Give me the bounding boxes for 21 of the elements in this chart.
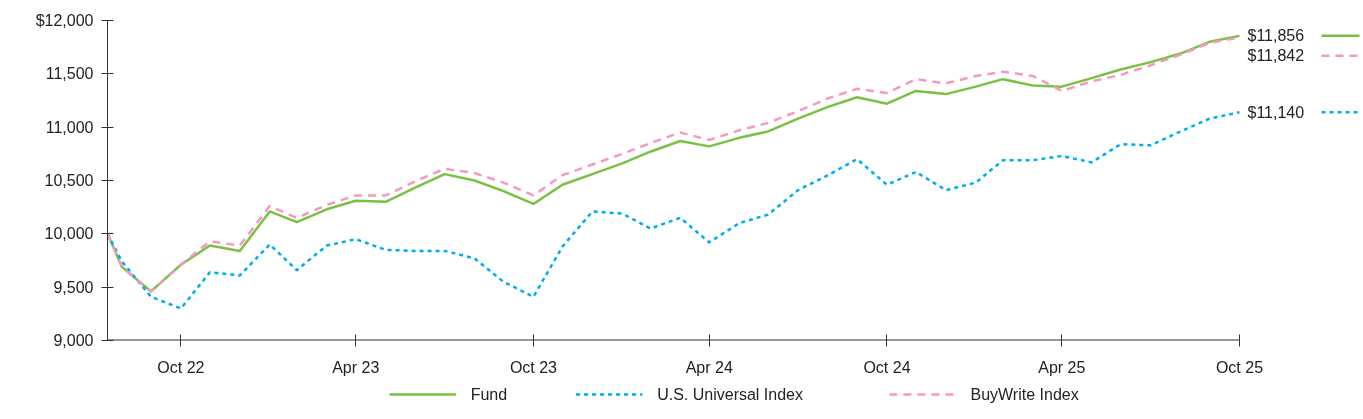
x-tick-label: Oct 24: [863, 358, 911, 376]
x-tick-label: Apr 23: [332, 358, 380, 376]
x-tick-label: Oct 23: [509, 358, 558, 376]
y-tick-label: 9,000: [53, 332, 94, 349]
y-tick-label: 11,500: [45, 65, 94, 83]
y-tick-label: 10,500: [44, 172, 94, 189]
x-tick-label: Apr 24: [685, 358, 733, 376]
y-tick-label: 10,000: [44, 225, 94, 243]
legend-label: Fund: [470, 386, 508, 403]
x-tick-label: Apr 25: [1038, 358, 1086, 376]
legend-label: U.S. Universal Index: [657, 386, 804, 403]
data-label: $11,140: [1247, 103, 1305, 121]
data-label: $11,856: [1247, 27, 1305, 45]
y-tick-label: 9,500: [53, 278, 94, 296]
legend-label: BuyWrite Index: [970, 386, 1079, 403]
line-series: [107, 110, 1241, 310]
y-tick-label: 11,000: [45, 118, 94, 136]
data-label: $11,842: [1247, 47, 1305, 65]
x-tick-label: Oct 22: [157, 358, 205, 376]
x-tick-label: Oct 25: [1215, 358, 1264, 376]
y-tick-label: $12,000: [35, 12, 94, 29]
